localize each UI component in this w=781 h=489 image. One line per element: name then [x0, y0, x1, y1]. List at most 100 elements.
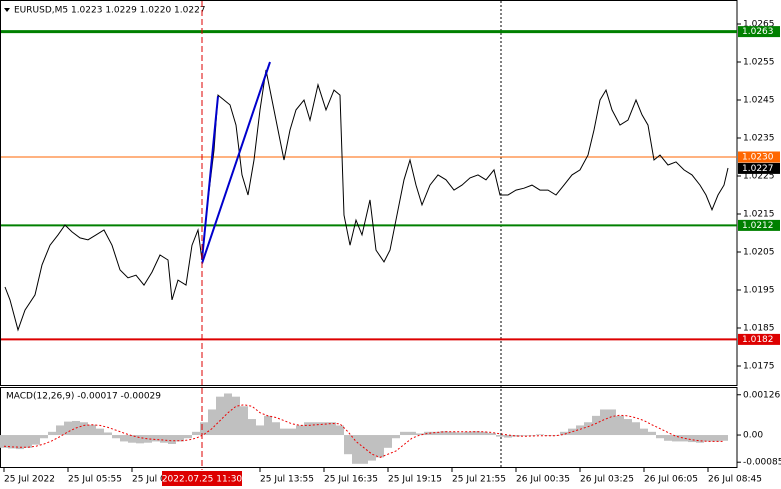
level-label: 1.0182 — [742, 335, 774, 345]
last-price-box — [738, 162, 780, 174]
level-label-box — [738, 151, 780, 163]
x-tick-label: 25 Jul 2022 — [4, 475, 55, 485]
macd-bar — [320, 422, 328, 436]
level-label-box — [738, 26, 780, 38]
macd-bar — [104, 432, 112, 436]
macd-bar — [488, 433, 496, 436]
x-tick-label: 26 Jul 00:35 — [516, 475, 570, 485]
macd-bar — [96, 428, 104, 436]
macd-bar — [264, 415, 272, 436]
y-tick-label: 1.0225 — [743, 172, 775, 182]
x-tick-label: 25 Jul 21:55 — [452, 475, 506, 485]
macd-bar — [448, 431, 456, 436]
trend-line — [201, 96, 219, 260]
macd-bar — [536, 434, 544, 436]
level-label: 1.0230 — [742, 153, 774, 163]
level-label: 1.0212 — [742, 221, 774, 231]
macd-bar — [176, 435, 184, 442]
macd-bar — [632, 422, 640, 436]
macd-bar — [208, 409, 216, 436]
y-tick-label: 1.0175 — [743, 362, 775, 372]
trend-line — [201, 61, 271, 264]
x-tick-label: 25 Jul 05:55 — [68, 475, 122, 485]
cursor-label-box — [162, 471, 242, 486]
macd-bar — [624, 419, 632, 436]
x-tick-label: 26 Jul 03:25 — [580, 475, 634, 485]
macd-bar — [8, 435, 16, 449]
macd-bar — [120, 435, 128, 442]
macd-bar — [472, 431, 480, 436]
macd-bar — [504, 435, 512, 438]
macd-title: MACD(12,26,9) -0.00017 -0.00029 — [6, 392, 161, 402]
y-tick-label: 1.0265 — [743, 20, 775, 30]
macd-bar — [24, 435, 32, 448]
y-tick-label: 0.00 — [743, 431, 763, 441]
macd-bar — [440, 431, 448, 436]
macd-bar — [184, 435, 192, 439]
macd-bar — [656, 435, 664, 439]
macd-bar — [328, 422, 336, 436]
macd-bar — [400, 431, 408, 436]
macd-bar — [392, 435, 400, 439]
macd-bar — [200, 422, 208, 436]
y-tick-label: 1.0255 — [743, 58, 775, 68]
macd-bar — [368, 435, 376, 461]
macd-bar — [672, 435, 680, 442]
x-tick-label: 25 Jul 08:35 — [132, 475, 186, 485]
macd-frame — [0, 387, 738, 468]
macd-bar — [0, 435, 8, 448]
macd-bar — [640, 428, 648, 436]
macd-bar — [272, 422, 280, 436]
signal-line — [3, 404, 724, 458]
macd-bar — [376, 435, 384, 458]
macd-bar — [592, 415, 600, 436]
macd-bar — [304, 422, 312, 436]
x-tick-label: 25 Jul 16:35 — [324, 475, 378, 485]
chart-title: EURUSD,M5 1.0223 1.0229 1.0220 1.0227 — [14, 6, 206, 16]
macd-bar — [712, 435, 720, 442]
macd-bar — [560, 431, 568, 436]
x-tick-label: 25 Jul 19:15 — [388, 475, 442, 485]
macd-bar — [32, 435, 40, 445]
macd-bar — [224, 393, 232, 436]
macd-bar — [408, 431, 416, 436]
macd-bar — [584, 422, 592, 436]
macd-bar — [464, 431, 472, 436]
macd-bar — [280, 428, 288, 436]
cursor-label: 2022.07.25 11:30 — [162, 475, 243, 485]
macd-bar — [360, 435, 368, 464]
y-tick-label: 1.0215 — [743, 210, 775, 220]
level-label: 1.0263 — [742, 27, 774, 37]
macd-bar — [512, 435, 520, 437]
x-tick-label: 25 Jul 13:55 — [260, 475, 314, 485]
y-tick-label: 0.00126 — [743, 390, 780, 400]
macd-bar — [48, 431, 56, 436]
macd-bar — [216, 396, 224, 436]
x-tick-label: 26 Jul 08:45 — [708, 475, 762, 485]
y-tick-label: 1.0205 — [743, 248, 775, 258]
macd-bar — [88, 424, 96, 436]
macd-bar — [64, 421, 72, 436]
macd-bar — [352, 435, 360, 464]
macd-bar — [704, 435, 712, 442]
macd-bar — [576, 425, 584, 436]
macd-bar — [40, 435, 48, 439]
macd-bar — [528, 435, 536, 436]
y-tick-label: -0.00085 — [743, 458, 781, 468]
macd-bar — [136, 435, 144, 444]
x-tick-label: 26 Jul 06:05 — [644, 475, 698, 485]
macd-bar — [168, 435, 176, 444]
macd-bar — [112, 435, 120, 439]
y-tick-label: 1.0195 — [743, 286, 775, 296]
macd-bar — [80, 422, 88, 436]
macd-bar — [608, 409, 616, 436]
macd-bar — [424, 431, 432, 436]
macd-bar — [56, 425, 64, 436]
macd-bar — [336, 425, 344, 436]
level-label-box — [738, 333, 780, 345]
macd-bar — [192, 431, 200, 436]
menu-arrow — [4, 8, 10, 12]
level-label-box — [738, 219, 780, 231]
macd-bar — [288, 428, 296, 436]
